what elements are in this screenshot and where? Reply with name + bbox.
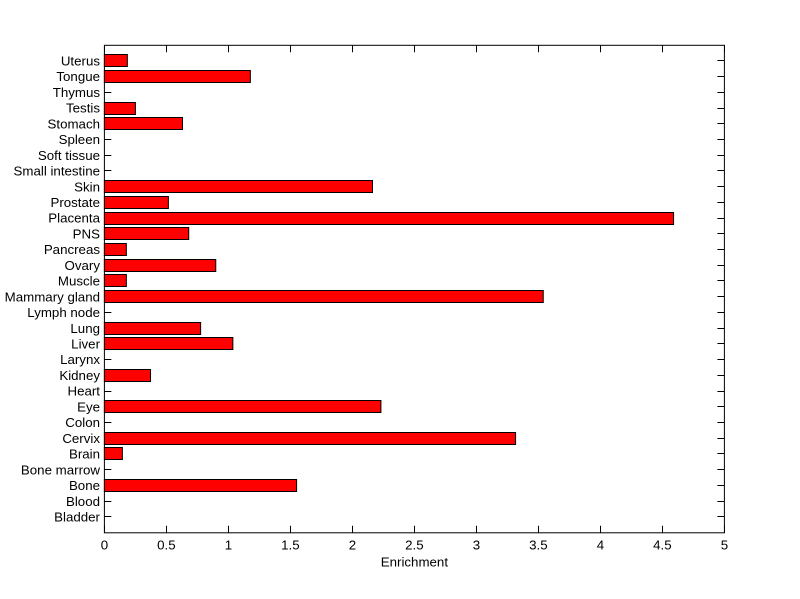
svg-text:Liver: Liver xyxy=(71,337,100,352)
svg-text:Uterus: Uterus xyxy=(61,53,101,68)
svg-text:Prostate: Prostate xyxy=(50,195,100,210)
svg-text:Enrichment: Enrichment xyxy=(381,554,449,569)
svg-text:Muscle: Muscle xyxy=(58,274,100,289)
svg-text:Testis: Testis xyxy=(66,101,100,116)
svg-text:Stomach: Stomach xyxy=(48,116,100,131)
svg-text:4: 4 xyxy=(597,538,604,553)
svg-text:Blood: Blood xyxy=(66,494,100,509)
svg-text:Tongue: Tongue xyxy=(56,69,100,84)
svg-text:Brain: Brain xyxy=(69,447,100,462)
svg-text:5: 5 xyxy=(721,538,728,553)
svg-text:0.5: 0.5 xyxy=(157,538,176,553)
svg-text:Thymus: Thymus xyxy=(53,85,101,100)
svg-text:2.5: 2.5 xyxy=(405,538,424,553)
svg-text:Lymph node: Lymph node xyxy=(27,305,100,320)
svg-text:Lung: Lung xyxy=(70,321,100,336)
svg-text:Pancreas: Pancreas xyxy=(44,242,101,257)
svg-text:1: 1 xyxy=(225,538,232,553)
svg-text:Spleen: Spleen xyxy=(59,132,100,147)
svg-text:Bone marrow: Bone marrow xyxy=(21,462,100,477)
svg-text:Larynx: Larynx xyxy=(60,352,100,367)
svg-text:Heart: Heart xyxy=(67,384,100,399)
svg-text:Kidney: Kidney xyxy=(59,368,100,383)
svg-text:2: 2 xyxy=(349,538,356,553)
svg-text:PNS: PNS xyxy=(73,226,100,241)
svg-text:Bladder: Bladder xyxy=(54,509,100,524)
svg-text:3: 3 xyxy=(473,538,480,553)
svg-text:Colon: Colon xyxy=(65,415,100,430)
svg-text:Cervix: Cervix xyxy=(62,431,100,446)
svg-text:3.5: 3.5 xyxy=(529,538,548,553)
svg-text:Ovary: Ovary xyxy=(65,258,101,273)
svg-text:1.5: 1.5 xyxy=(281,538,300,553)
svg-text:4.5: 4.5 xyxy=(653,538,672,553)
svg-text:Eye: Eye xyxy=(77,399,100,414)
svg-text:Skin: Skin xyxy=(74,179,100,194)
svg-text:Placenta: Placenta xyxy=(48,211,100,226)
svg-text:Soft tissue: Soft tissue xyxy=(38,148,100,163)
svg-text:Mammary gland: Mammary gland xyxy=(5,289,100,304)
svg-text:Small intestine: Small intestine xyxy=(14,164,100,179)
svg-text:0: 0 xyxy=(101,538,108,553)
svg-text:Bone: Bone xyxy=(69,478,100,493)
